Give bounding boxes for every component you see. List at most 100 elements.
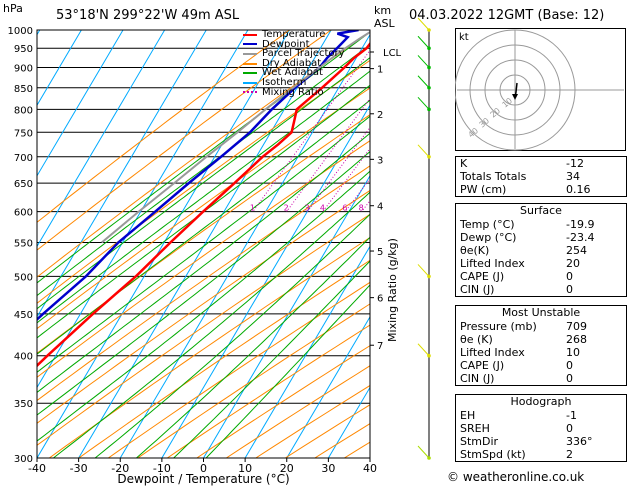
wind-barb (417, 96, 430, 110)
mixing-ratio-line (417, 30, 445, 212)
index-value: 20 (566, 257, 580, 270)
index-label: Temp (°C) (460, 218, 515, 231)
pressure-tick-label: 450 (14, 310, 33, 321)
pressure-tick-label: 900 (14, 63, 33, 74)
index-label: Pressure (mb) (460, 320, 537, 333)
lcl-label: LCL (383, 48, 402, 59)
wind-barb-dot (427, 107, 431, 112)
km-tick-label: 3 (377, 155, 383, 166)
km-label: km (374, 4, 392, 17)
isotherm-line (37, 30, 82, 107)
dry-adiabat-line (78, 259, 370, 458)
isotherm-line (161, 104, 370, 458)
temperature-tick-label: -30 (70, 462, 88, 475)
index-row: CAPE (J) 0 (456, 359, 626, 372)
legend: Temperature Dewpoint Parcel Trajectory Dry … (243, 30, 345, 97)
km-tick-label: 5 (377, 247, 383, 258)
isotherm-line (286, 315, 370, 458)
datetime-title: 04.03.2022 12GMT (Base: 12) (409, 8, 605, 23)
index-label: Totals Totals (460, 170, 527, 183)
isotherm-line (78, 30, 332, 458)
index-value: 0 (566, 359, 573, 372)
dry-adiabat-line (37, 114, 370, 354)
dry-adiabat-line (37, 87, 370, 330)
index-value: 0 (566, 270, 573, 283)
indices-box: K -12 Totals Totals 34 PW (cm) 0.16 (455, 156, 627, 197)
wet-adiabat-line (94, 213, 370, 458)
index-label: CAPE (J) (460, 359, 505, 372)
index-value: 0.16 (566, 183, 591, 196)
wind-barb (417, 264, 430, 277)
index-label: StmDir (460, 435, 499, 448)
index-row: CAPE (J) 0 (456, 270, 626, 283)
wet-adiabat-line (37, 99, 370, 355)
pressure-tick-label: 600 (14, 208, 33, 219)
mixing-ratio-line (252, 49, 370, 212)
legend-swatch (243, 62, 257, 65)
pressure-unit-label: hPa (3, 2, 23, 15)
dry-adiabat-line (167, 324, 370, 458)
pressure-tick-label: 750 (14, 128, 33, 139)
pressure-tick-label: 550 (14, 239, 33, 250)
dry-adiabat-line (37, 30, 332, 251)
legend-label: Dewpoint (262, 38, 310, 50)
temperature-tick-label: 30 (321, 462, 335, 475)
location-title: 53°18'N 299°22'W 49m ASL (56, 8, 240, 23)
legend-item: Wet Adiabat (243, 68, 345, 78)
hodograph-table-title: Hodograph (510, 395, 572, 408)
pressure-tick-label: 300 (14, 454, 33, 465)
wind-barb-dot (427, 353, 431, 358)
temperature-tick-label: 10 (238, 462, 252, 475)
index-value: 34 (566, 170, 580, 183)
index-row: θe(K) 254 (456, 244, 626, 257)
legend-label: Isotherm (262, 76, 307, 88)
wet-adiabat-line (37, 132, 370, 393)
isotherm-line (244, 245, 370, 458)
index-value: -12 (566, 157, 584, 170)
index-value: -1 (566, 409, 577, 422)
pressure-tick-label: 950 (14, 44, 33, 55)
legend-label: Wet Adiabat (262, 67, 323, 79)
hodograph-arrow (512, 94, 518, 100)
index-row: Totals Totals 34 (456, 170, 626, 183)
series-dewpoint (37, 30, 359, 322)
legend-swatch (243, 72, 257, 75)
index-row: Pressure (mb) 709 (456, 320, 626, 333)
index-value: 336° (566, 435, 593, 448)
isotherm-line (37, 30, 290, 458)
wet-adiabat-line (37, 57, 370, 310)
isotherm-line (37, 30, 124, 177)
mixing-ratio-label: 3 (304, 204, 309, 213)
temperature-tick-label: 40 (363, 462, 377, 475)
pressure-tick-label: 400 (14, 352, 33, 363)
wet-adiabat-line (135, 236, 370, 458)
temperature-tick-label: 20 (280, 462, 294, 475)
index-value: 268 (566, 333, 587, 346)
mixing-ratio-label: 4 (320, 204, 325, 213)
index-row: EH -1 (456, 409, 626, 422)
km-tick-label: 6 (377, 294, 383, 305)
index-label: Lifted Index (460, 257, 525, 270)
pressure-tick-label: 650 (14, 179, 33, 190)
legend-swatch (243, 33, 257, 36)
legend-label: Dry Adiabat (262, 57, 322, 69)
wet-adiabat-line (37, 170, 370, 442)
wet-adiabat-line (37, 31, 370, 284)
index-label: θe (K) (460, 333, 493, 346)
dry-adiabat-line (37, 140, 370, 378)
legend-swatch (243, 43, 257, 46)
index-row: PW (cm) 0.16 (456, 183, 626, 196)
wet-adiabat-line (37, 70, 370, 324)
index-label: K (460, 157, 468, 170)
index-label: CIN (J) (460, 283, 495, 296)
index-row: Lifted Index 20 (456, 257, 626, 270)
legend-label: Parcel Trajectory (262, 48, 345, 60)
wind-barb (417, 445, 430, 459)
wet-adiabat-line (172, 260, 370, 458)
wind-barb-dot (427, 46, 431, 51)
temperature-tick-label: -40 (28, 462, 46, 475)
wind-barb-dot (427, 28, 431, 32)
mixing-ratio-line (403, 30, 445, 212)
legend-swatch (243, 91, 257, 94)
index-label: SREH (460, 422, 490, 435)
